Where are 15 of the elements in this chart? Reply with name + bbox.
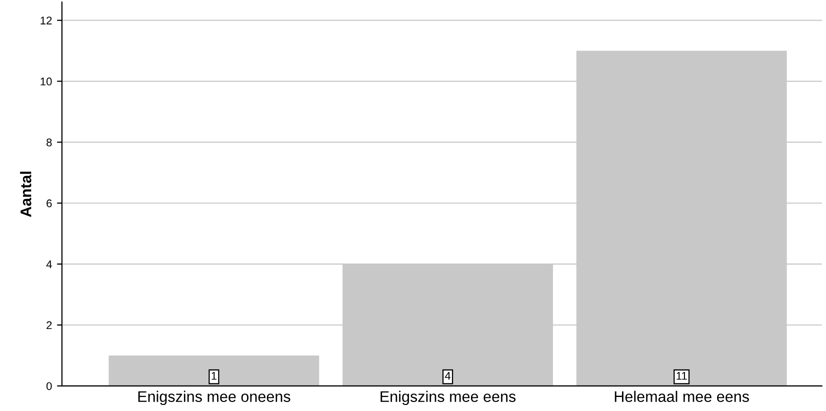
x-tick-label: Enigszins mee oneens <box>138 390 290 406</box>
y-tick-label: 2 <box>46 321 52 330</box>
data-label: 1 <box>212 372 216 380</box>
y-tick-label: 10 <box>40 78 52 86</box>
data-label: 11 <box>676 372 687 380</box>
x-tick-label: Helemaal mee eens <box>614 390 749 402</box>
y-axis-title: Aantal <box>20 172 32 217</box>
bar <box>108 355 320 386</box>
y-tick-label: 8 <box>46 138 52 146</box>
y-tick-label: 0 <box>46 382 52 390</box>
data-label: 4 <box>444 372 451 380</box>
y-tick-label: 12 <box>40 16 52 24</box>
x-tick-label: Enigszins mee eens <box>380 390 516 406</box>
y-tick-label: 6 <box>46 199 52 208</box>
y-tick-label: 4 <box>46 260 52 268</box>
